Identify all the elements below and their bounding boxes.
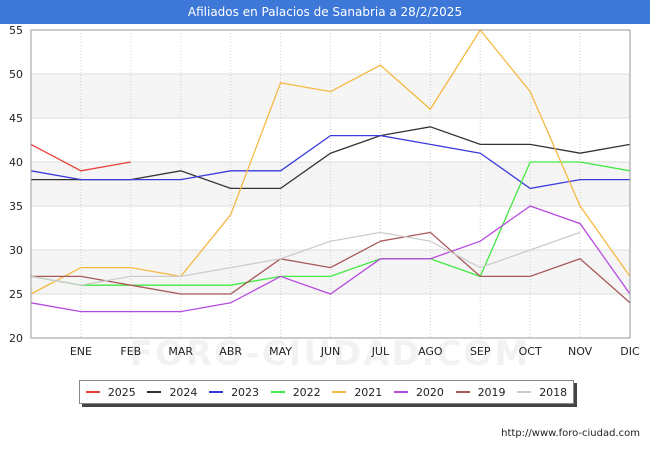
legend-label: 2025	[107, 385, 136, 399]
legend: 2025 2024 2023 2022 2021 2020 2019 2018	[79, 380, 574, 404]
y-tick-label: 25	[9, 288, 23, 301]
x-tick-label: ABR	[219, 345, 242, 358]
series-lines	[30, 28, 631, 313]
legend-swatch	[517, 391, 532, 393]
x-tick-label: ENE	[70, 345, 92, 358]
series-line-2023	[30, 134, 630, 190]
legend-label: 2021	[354, 385, 383, 399]
x-tick-label: JUN	[320, 345, 341, 358]
legend-swatch	[147, 391, 162, 393]
legend-swatch	[455, 391, 470, 393]
legend-swatch	[332, 391, 347, 393]
series-line-2019	[31, 231, 631, 304]
series-line-2025	[30, 143, 131, 172]
plot-frame	[30, 29, 631, 339]
axes	[30, 29, 631, 339]
legend-swatch	[393, 391, 408, 393]
legend-item-2018: 2018	[517, 386, 567, 399]
series-line-2018	[30, 231, 581, 286]
legend-item-2022: 2022	[270, 385, 321, 399]
x-tick-label: FEB	[120, 345, 141, 358]
legend-item-2024: 2024	[147, 386, 197, 399]
y-tick-label: 30	[9, 244, 23, 257]
footer-url[interactable]: http://www.foro-ciudad.com	[501, 428, 640, 439]
x-tick-label: JUL	[371, 345, 390, 358]
x-tick-label: OCT	[519, 345, 542, 358]
legend-item-2025: 2025	[85, 385, 136, 399]
legend-item-2021: 2021	[332, 386, 382, 399]
series-line-2021	[30, 28, 631, 295]
legend-label: 2018	[539, 385, 568, 399]
legend-swatch	[209, 391, 224, 393]
y-tick-label: 55	[9, 24, 23, 37]
x-tick-label: NOV	[568, 345, 593, 358]
chart-title: Afiliados en Palacios de Sanabria a 28/2…	[0, 0, 650, 24]
y-tick-label: 35	[9, 200, 23, 213]
x-tick-labels: ENE FEB MAR ABR MAY JUN JUL AGO SEP OCT NOV DIC	[70, 345, 640, 358]
legend-item-2023: 2023	[209, 386, 259, 399]
plot-band	[31, 250, 630, 294]
x-tick-label: MAY	[269, 345, 292, 358]
y-tick-labels: 20 25 30 35 40 45 50 55	[9, 24, 23, 345]
y-tick-label: 20	[9, 332, 23, 345]
legend-label: 2024	[169, 385, 198, 399]
x-tick-label: MAR	[168, 345, 193, 358]
series-line-2020	[30, 205, 631, 313]
y-tick-label: 50	[9, 68, 23, 81]
legend-item-2020: 2020	[393, 385, 444, 399]
x-tick-label: SEP	[470, 345, 491, 358]
y-tick-label: 45	[9, 112, 23, 125]
legend-item-2019: 2019	[455, 385, 506, 399]
plot-band	[31, 118, 630, 162]
watermark: FORO-CIUDAD.COM	[130, 334, 531, 374]
legend-label: 2022	[292, 385, 321, 399]
legend-label: 2023	[231, 385, 260, 399]
legend-label: 2019	[477, 385, 506, 399]
y-tick-label: 40	[9, 156, 23, 169]
legend-swatch	[270, 391, 285, 393]
x-tick-label: AGO	[418, 345, 443, 358]
legend-label: 2020	[415, 385, 444, 399]
x-tick-label: DIC	[620, 345, 640, 358]
legend-swatch	[85, 391, 100, 393]
